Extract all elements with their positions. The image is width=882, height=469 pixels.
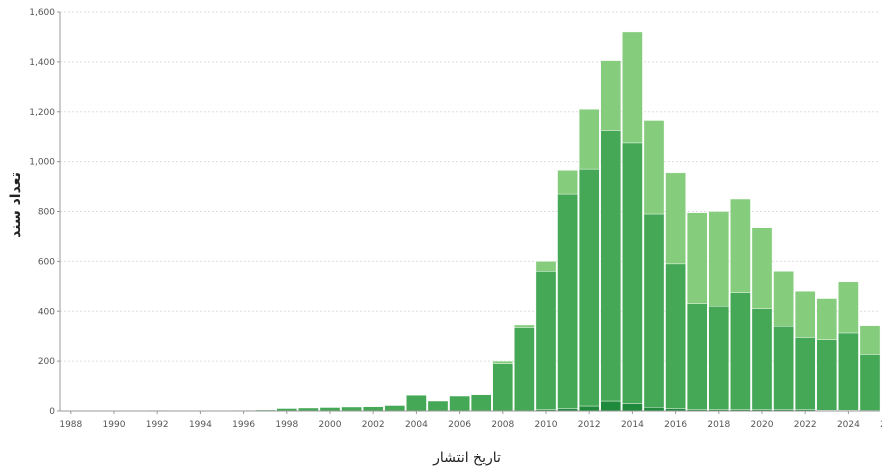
- bar-segment-2020-s2[interactable]: [751, 227, 773, 309]
- bar-segment-2011-s2[interactable]: [557, 170, 578, 195]
- bar-segment-2008-s1[interactable]: [492, 363, 514, 412]
- y-tick-label: 1,200: [29, 108, 55, 118]
- bar-segment-2019-s1[interactable]: [730, 292, 751, 410]
- x-tick-label: 2000: [319, 420, 342, 430]
- bar-segment-2022-s1[interactable]: [794, 337, 816, 410]
- bar-segment-2024-s1[interactable]: [838, 332, 859, 411]
- x-tick-label: 2022: [794, 420, 817, 430]
- bar-segment-2013-s0[interactable]: [600, 400, 622, 412]
- bar-segment-2012-s2[interactable]: [578, 109, 600, 170]
- bar-segment-2021-s2[interactable]: [773, 271, 794, 327]
- bars: [82, 31, 881, 412]
- x-tick-label: 1998: [275, 420, 298, 430]
- bar-segment-2004-s1[interactable]: [406, 395, 427, 412]
- bar-segment-2020-s1[interactable]: [751, 308, 773, 410]
- bar-segment-2000-s1[interactable]: [319, 407, 341, 412]
- bar-segment-2014-s1[interactable]: [622, 142, 643, 404]
- x-tick-label: 2024: [837, 420, 860, 430]
- bar-segment-2021-s1[interactable]: [773, 326, 794, 410]
- x-axis-title: تاریخ انتشار: [432, 450, 501, 466]
- x-tick-label: 2020: [751, 420, 774, 430]
- bar-segment-2013-s2[interactable]: [600, 60, 622, 131]
- bar-segment-2017-s2[interactable]: [686, 212, 708, 304]
- bar-segment-2016-s2[interactable]: [665, 172, 686, 265]
- bar-segment-2008-s2[interactable]: [492, 360, 514, 364]
- bar-segment-2025-s1[interactable]: [859, 354, 881, 411]
- y-tick-label: 800: [38, 208, 55, 218]
- bar-segment-2007-s1[interactable]: [470, 394, 492, 412]
- x-tick-label: 2004: [405, 420, 428, 430]
- bar-segment-2023-s1[interactable]: [816, 339, 838, 411]
- x-tick-label: 2012: [578, 420, 601, 430]
- bar-segment-2002-s1[interactable]: [362, 406, 384, 412]
- y-tick-label: 1,400: [29, 58, 55, 68]
- x-tick-label: 1996: [232, 420, 255, 430]
- gridlines: [60, 11, 880, 362]
- y-tick-label: 400: [38, 307, 55, 317]
- x-tick-label: 2008: [491, 420, 514, 430]
- x-tick-label: 2010: [535, 420, 558, 430]
- bar-segment-2015-s1[interactable]: [643, 213, 665, 408]
- y-axis-title: تعداد سند: [8, 172, 24, 238]
- bar-segment-2014-s2[interactable]: [622, 31, 643, 144]
- x-tick-label: 2002: [362, 420, 385, 430]
- bar-segment-2024-s2[interactable]: [838, 281, 859, 334]
- y-tick-label: 600: [38, 257, 55, 267]
- bar-segment-2025-s2[interactable]: [859, 325, 881, 355]
- bar-segment-2003-s1[interactable]: [384, 405, 406, 412]
- y-tick-label: 200: [38, 357, 55, 367]
- bar-segment-2009-s1[interactable]: [514, 327, 535, 412]
- axes: 0 200 400 600 800 1,000 1,200 1,400 1,600 1988 199…: [29, 8, 882, 430]
- bar-segment-2018-s2[interactable]: [708, 211, 730, 307]
- bar-segment-2019-s2[interactable]: [730, 198, 751, 293]
- bar-segment-2006-s1[interactable]: [449, 395, 470, 412]
- bar-segment-2023-s2[interactable]: [816, 298, 838, 340]
- bar-segment-2010-s1[interactable]: [535, 271, 557, 410]
- bar-segment-2001-s1[interactable]: [341, 406, 362, 412]
- bar-segment-2015-s2[interactable]: [643, 120, 665, 215]
- x-tick-label: 1988: [59, 420, 82, 430]
- bar-segment-2014-s0[interactable]: [622, 403, 643, 412]
- x-tick-label: 2016: [664, 420, 687, 430]
- x-tick-label: 2006: [448, 420, 471, 430]
- y-tick-label: 0: [49, 407, 55, 417]
- bar-segment-2018-s1[interactable]: [708, 306, 730, 410]
- bar-segment-2011-s1[interactable]: [557, 193, 578, 409]
- y-tick-label: 1,000: [29, 158, 55, 168]
- bar-segment-2005-s1[interactable]: [427, 400, 449, 412]
- bar-segment-2012-s1[interactable]: [578, 168, 600, 407]
- bar-segment-2017-s1[interactable]: [686, 303, 708, 410]
- x-tick-label: 1992: [146, 420, 169, 430]
- x-tick-label: 2014: [621, 420, 644, 430]
- bar-segment-2010-s2[interactable]: [535, 261, 557, 272]
- bar-segment-2013-s1[interactable]: [600, 130, 622, 402]
- x-tick-label: 2026: [880, 420, 882, 430]
- x-tick-label: 2018: [707, 420, 730, 430]
- bar-segment-2016-s1[interactable]: [665, 263, 686, 409]
- y-tick-label: 1,600: [29, 8, 55, 18]
- bar-segment-2022-s2[interactable]: [794, 291, 816, 338]
- bar-segment-2012-s0[interactable]: [578, 405, 600, 412]
- x-tick-label: 1994: [189, 420, 212, 430]
- x-tick-label: 1990: [103, 420, 126, 430]
- bar-segment-2009-s2[interactable]: [514, 324, 535, 328]
- bar-segment-2015-s0[interactable]: [643, 407, 665, 412]
